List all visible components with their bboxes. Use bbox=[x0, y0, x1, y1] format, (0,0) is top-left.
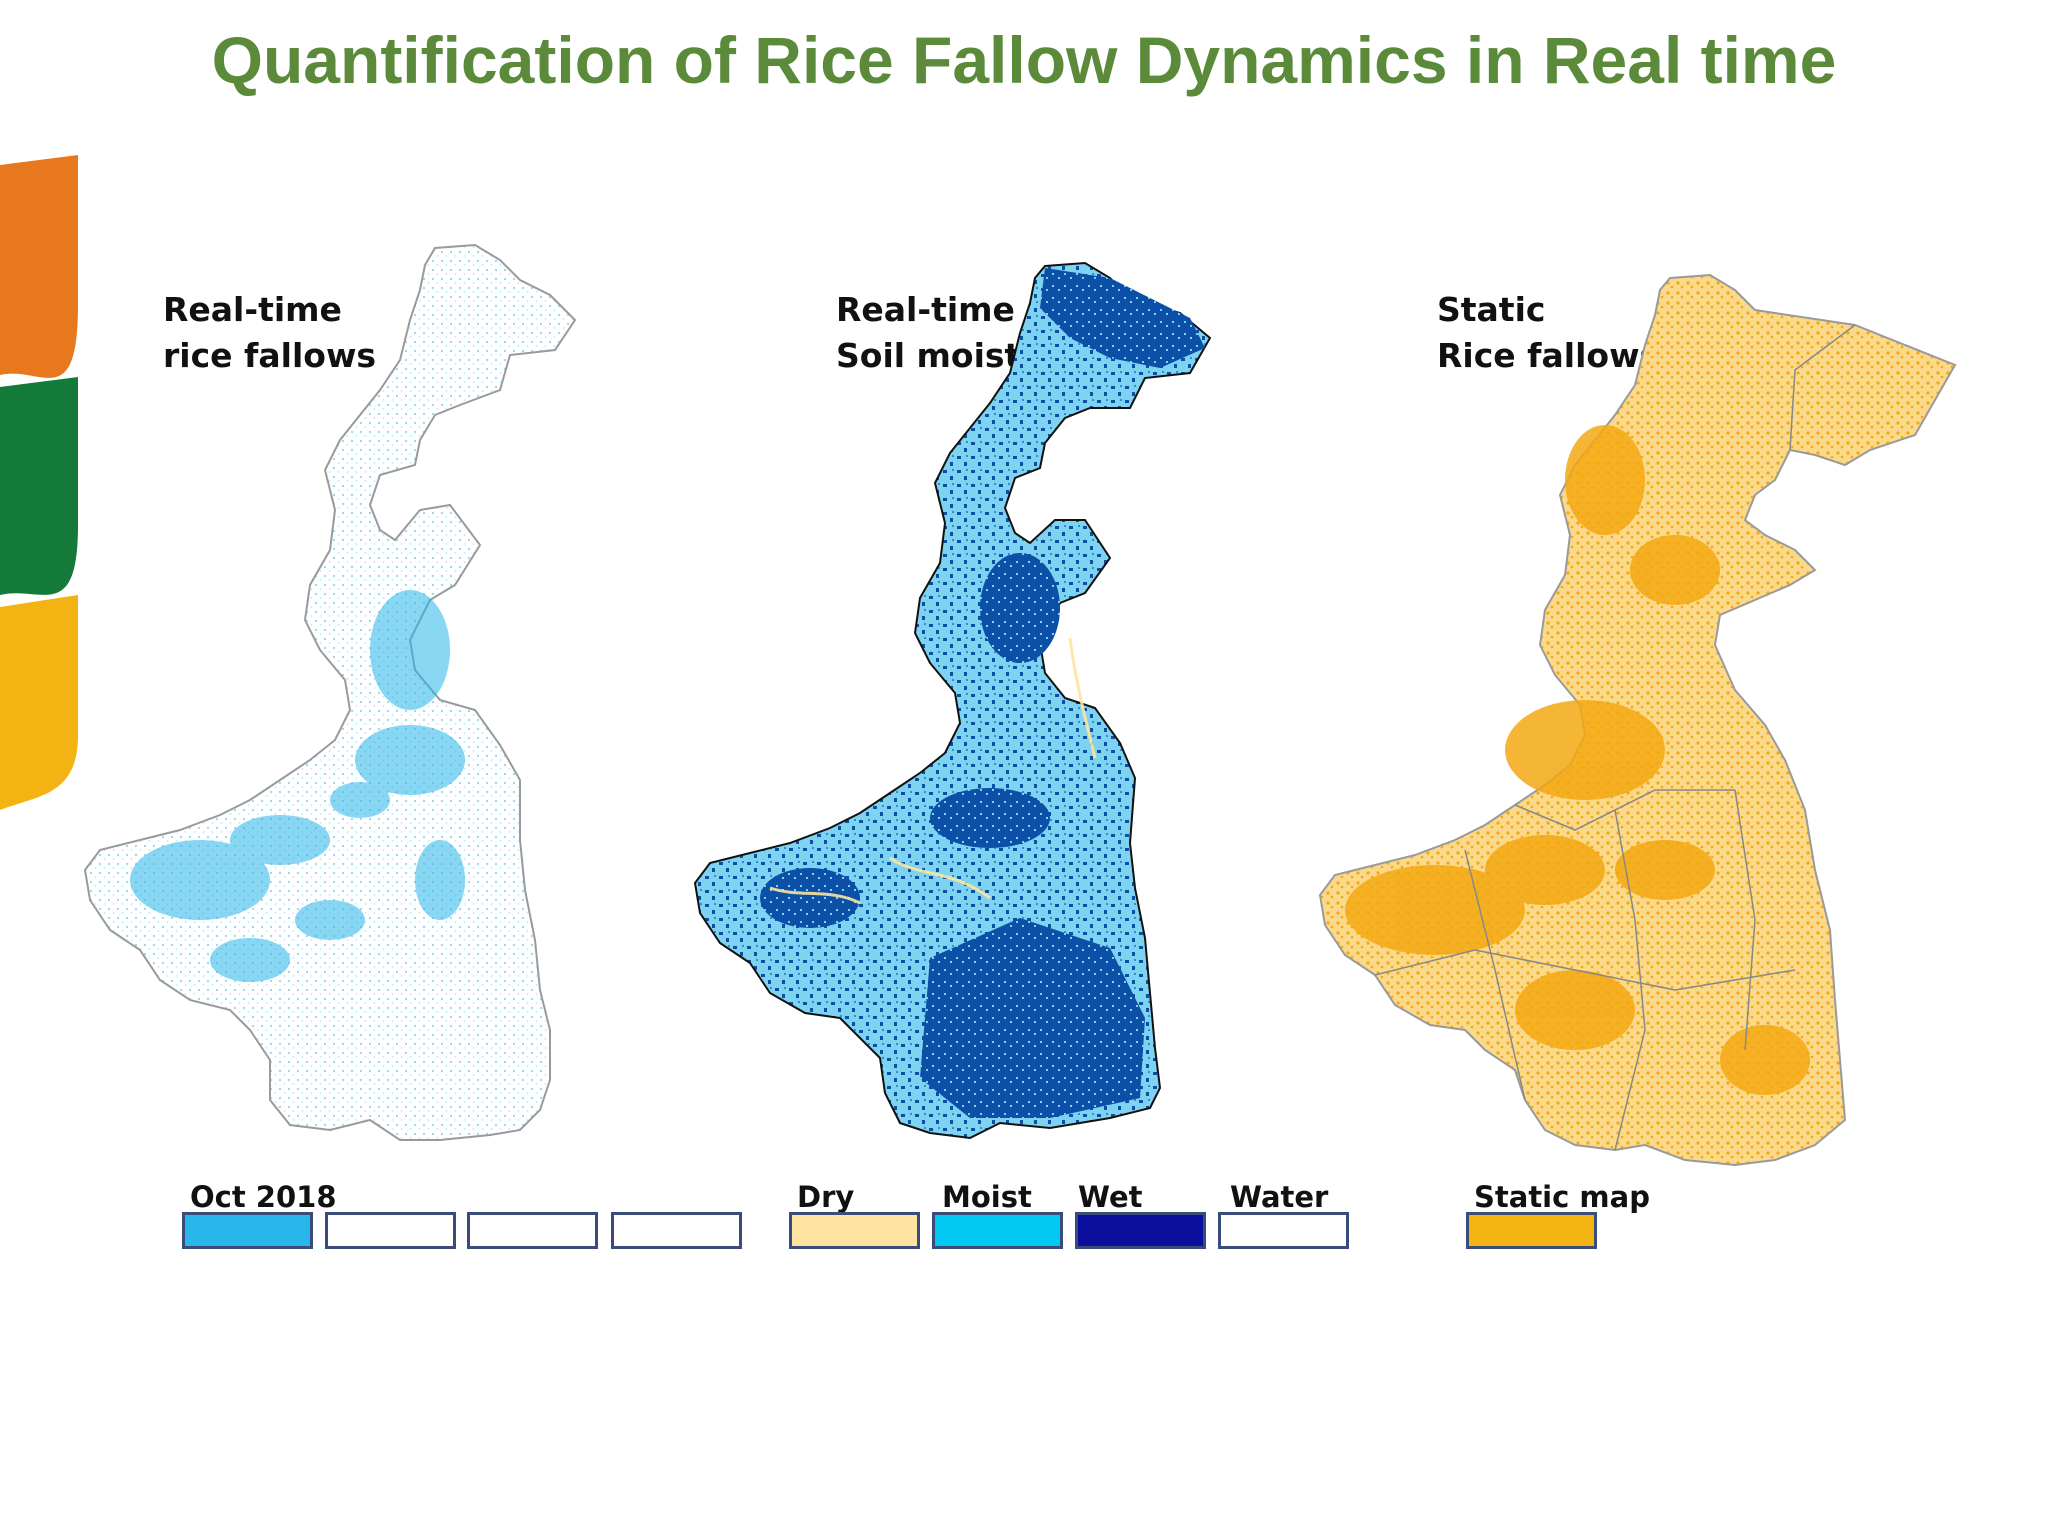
legend-label-moist: Moist bbox=[942, 1180, 1032, 1214]
panel-label-fallows: Real-time rice fallows bbox=[163, 287, 376, 379]
yellow-petal bbox=[0, 595, 78, 810]
legend-swatch-static-map bbox=[1466, 1212, 1597, 1249]
legend-label-dry: Dry bbox=[797, 1180, 855, 1214]
dry-streaks bbox=[769, 637, 1097, 905]
district-boundaries bbox=[1374, 324, 1856, 1151]
green-petal bbox=[0, 377, 78, 595]
legend-swatch-moist bbox=[932, 1212, 1063, 1249]
state-outline bbox=[83, 243, 577, 1141]
fallow-patches bbox=[130, 590, 465, 982]
legend-swatch-empty-1 bbox=[325, 1212, 456, 1249]
panel-label-line2: Rice fallows bbox=[1437, 336, 1660, 375]
legend-swatch-water bbox=[1218, 1212, 1349, 1249]
legend-swatch-empty-2 bbox=[467, 1212, 598, 1249]
map-realtime-rice-fallows bbox=[83, 243, 577, 1141]
panel-label-line2: rice fallows bbox=[163, 336, 377, 375]
panel-label-line1: Real-time bbox=[836, 290, 1015, 329]
orange-petal bbox=[0, 155, 78, 378]
wet-patches bbox=[760, 268, 1205, 1118]
legend-swatch-oct-2018 bbox=[182, 1212, 313, 1249]
legend-label-oct-2018: Oct 2018 bbox=[190, 1180, 337, 1214]
decorative-petals bbox=[0, 155, 78, 815]
panel-label-static: Static Rice fallows bbox=[1437, 287, 1659, 379]
legend-swatch-empty-3 bbox=[611, 1212, 742, 1249]
map-realtime-soil-moisture bbox=[693, 261, 1212, 1140]
legend-swatch-dry bbox=[789, 1212, 920, 1249]
page-title: Quantification of Rice Fallow Dynamics i… bbox=[211, 23, 1837, 97]
map-static-rice-fallows bbox=[1318, 273, 1957, 1167]
panel-label-line1: Static bbox=[1437, 290, 1546, 329]
static-fallow-patches bbox=[1345, 425, 1810, 1095]
legend-label-wet: Wet bbox=[1078, 1180, 1143, 1214]
legend-label-static-map: Static map bbox=[1474, 1180, 1650, 1214]
legend-label-water: Water bbox=[1230, 1180, 1329, 1214]
panel-label-line1: Real-time bbox=[163, 290, 342, 329]
legend-swatch-wet bbox=[1075, 1212, 1206, 1249]
